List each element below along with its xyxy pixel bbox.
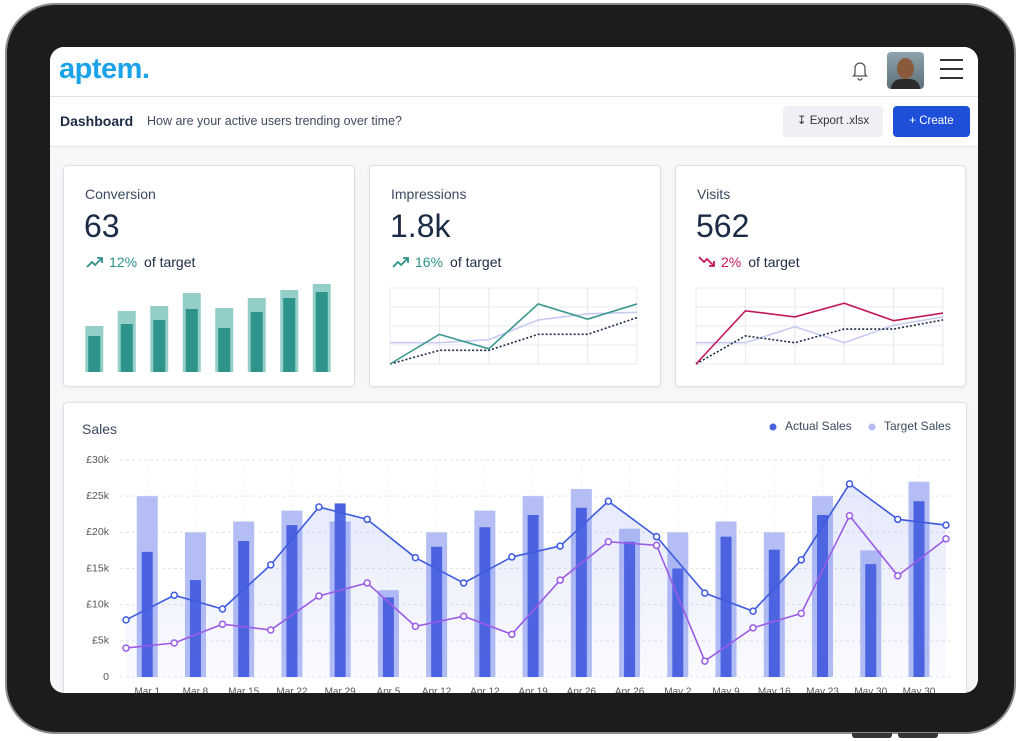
create-label: Create <box>919 115 954 127</box>
card-change: 16% of target <box>392 254 501 270</box>
side-button <box>898 733 938 738</box>
bell-icon[interactable] <box>850 59 870 81</box>
menu-icon[interactable] <box>939 57 964 81</box>
toolbar: Dashboard How are your active users tren… <box>50 97 978 147</box>
sales-card: Sales <box>63 402 967 693</box>
kpi-card: Visits 562 2% of target <box>675 165 966 387</box>
change-value: 2% <box>721 254 742 270</box>
header: aptem. <box>50 47 978 97</box>
card-value: 562 <box>696 208 750 244</box>
card-value: 63 <box>84 208 120 244</box>
card-title: Conversion <box>85 186 156 202</box>
avatar[interactable] <box>887 52 924 89</box>
card-change: 12% of target <box>86 254 195 270</box>
change-value: 12% <box>109 254 138 270</box>
trend-up-icon <box>392 257 409 268</box>
card-title: Visits <box>697 186 731 202</box>
trend-up-icon <box>86 257 103 268</box>
change-suffix: of target <box>748 254 800 270</box>
change-suffix: of target <box>450 254 502 270</box>
sales-title: Sales <box>82 421 118 437</box>
card-title: Impressions <box>391 186 467 202</box>
card-value: 1.8k <box>390 208 451 244</box>
create-button[interactable]: + Create <box>893 106 970 137</box>
export-label: Export .xlsx <box>809 115 870 127</box>
kpi-card: Impressions 1.8k 16% of target <box>369 165 661 387</box>
change-suffix: of target <box>144 254 196 270</box>
screen: aptem. Dashboard How are your active use… <box>50 47 978 693</box>
change-value: 16% <box>415 254 444 270</box>
card-change: 2% of target <box>698 254 800 270</box>
export-button[interactable]: ↧ Export .xlsx <box>783 106 883 137</box>
logo[interactable]: aptem. <box>59 53 150 85</box>
page-question: How are your active users trending over … <box>147 114 402 128</box>
side-button <box>852 733 892 738</box>
kpi-card: Conversion 63 12% of target <box>63 165 355 387</box>
page-title: Dashboard <box>60 113 134 129</box>
trend-down-icon <box>698 256 715 267</box>
